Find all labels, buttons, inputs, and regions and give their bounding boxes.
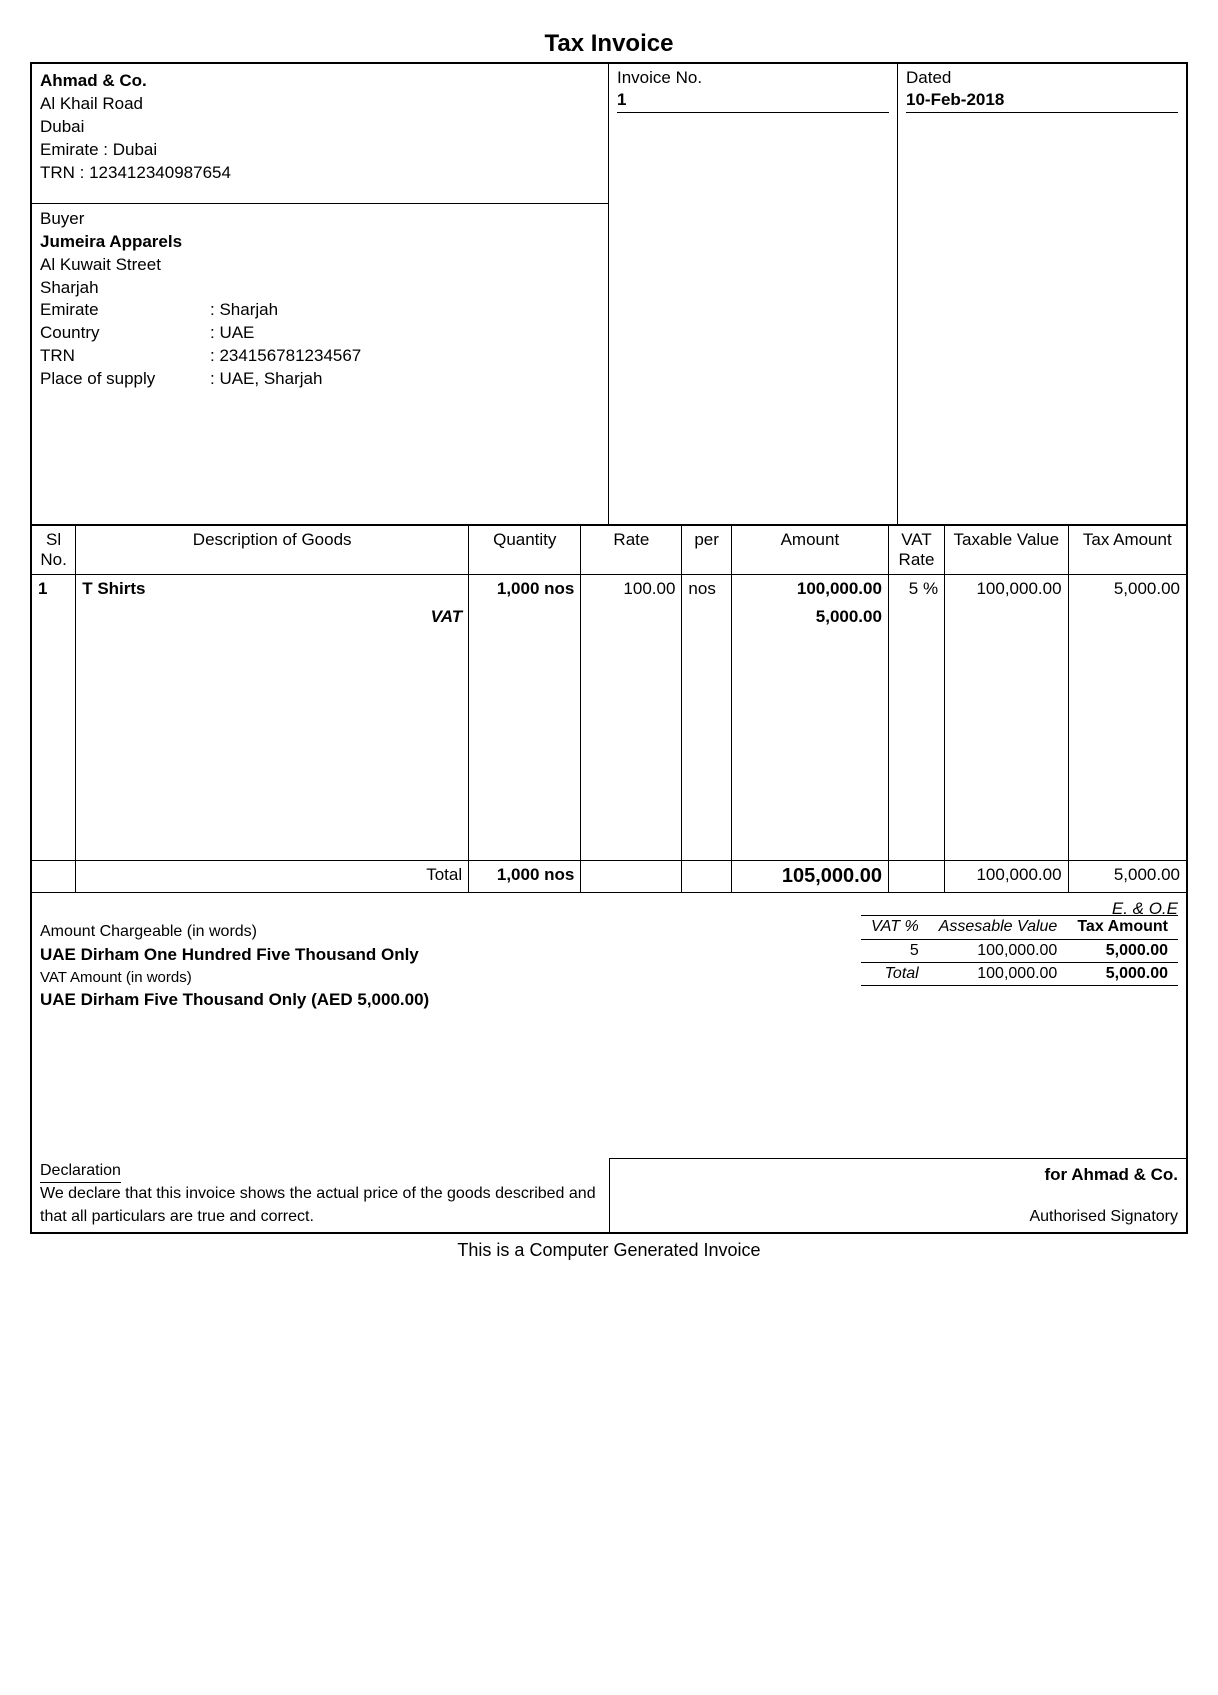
col-rate: Rate: [581, 525, 682, 575]
vat-sum-row-pct: 5: [861, 939, 929, 962]
buyer-block: Buyer Jumeira Apparels Al Kuwait Street …: [32, 204, 608, 524]
signatory-for: for Ahmad & Co.: [618, 1163, 1178, 1187]
vat-sum-h-tax: Tax Amount: [1067, 916, 1178, 939]
buyer-country-label: Country: [40, 322, 210, 345]
col-taxable-value: Taxable Value: [945, 525, 1068, 575]
buyer-emirate-label: Emirate: [40, 299, 210, 322]
col-desc: Description of Goods: [76, 525, 469, 575]
buyer-address1: Al Kuwait Street: [40, 254, 600, 277]
total-label: Total: [76, 861, 469, 893]
buyer-trn-value: : 234156781234567: [210, 345, 600, 368]
buyer-trn-label: TRN: [40, 345, 210, 368]
buyer-title: Buyer: [40, 208, 600, 231]
buyer-city: Sharjah: [40, 277, 600, 300]
buyer-pos-value: : UAE, Sharjah: [210, 368, 600, 391]
cell-tax-val: 100,000.00: [945, 574, 1068, 603]
declaration-text: We declare that this invoice shows the a…: [40, 1183, 601, 1228]
vat-words-value: UAE Dirham Five Thousand Only (AED 5,000…: [40, 988, 1178, 1012]
buyer-country-value: : UAE: [210, 322, 600, 345]
declaration-title: Declaration: [40, 1160, 121, 1183]
seller-address1: Al Khail Road: [40, 93, 600, 116]
vat-summary: VAT % Assesable Value Tax Amount 5 100,0…: [861, 915, 1178, 986]
vat-sum-total-tax: 5,000.00: [1067, 962, 1178, 985]
col-qty: Quantity: [469, 525, 581, 575]
invoice-box: Ahmad & Co. Al Khail Road Dubai Emirate …: [30, 62, 1188, 1234]
signatory-block: for Ahmad & Co. Authorised Signatory: [609, 1158, 1186, 1232]
cell-qty: 1,000 nos: [469, 574, 581, 603]
invoice-title: Tax Invoice: [30, 30, 1188, 58]
col-vat-rate: VAT Rate: [888, 525, 944, 575]
invoice-no-label: Invoice No.: [617, 68, 889, 88]
vat-sum-row-tax: 5,000.00: [1067, 939, 1178, 962]
total-qty: 1,000 nos: [469, 861, 581, 893]
col-tax-amount: Tax Amount: [1068, 525, 1186, 575]
vat-sum-total-label: Total: [861, 962, 929, 985]
col-per: per: [682, 525, 731, 575]
seller-block: Ahmad & Co. Al Khail Road Dubai Emirate …: [32, 64, 608, 204]
cell-sl: 1: [32, 574, 76, 603]
vat-row: VAT 5,000.00: [32, 603, 1186, 631]
table-row: 1 T Shirts 1,000 nos 100.00 nos 100,000.…: [32, 574, 1186, 603]
cell-desc: T Shirts: [76, 574, 469, 603]
col-sl: Sl No.: [32, 525, 76, 575]
spacer-row: [32, 631, 1186, 861]
cell-tax-amt: 5,000.00: [1068, 574, 1186, 603]
total-tax-amt: 5,000.00: [1068, 861, 1186, 893]
buyer-name: Jumeira Apparels: [40, 231, 600, 254]
cell-rate: 100.00: [581, 574, 682, 603]
seller-trn: TRN : 123412340987654: [40, 162, 600, 185]
cell-per: nos: [682, 574, 731, 603]
cell-vat-rate: 5 %: [888, 574, 944, 603]
declaration-block: Declaration We declare that this invoice…: [32, 1158, 609, 1232]
total-tax-val: 100,000.00: [945, 861, 1068, 893]
invoice-no-value: 1: [617, 88, 889, 113]
footer-note: This is a Computer Generated Invoice: [30, 1234, 1188, 1261]
items-table: Sl No. Description of Goods Quantity Rat…: [32, 524, 1186, 893]
seller-emirate: Emirate : Dubai: [40, 139, 600, 162]
vat-sum-h-val: Assesable Value: [929, 916, 1068, 939]
vat-sum-row-val: 100,000.00: [929, 939, 1068, 962]
vat-amount: 5,000.00: [731, 603, 888, 631]
vat-sum-total-val: 100,000.00: [929, 962, 1068, 985]
buyer-emirate-value: : Sharjah: [210, 299, 600, 322]
col-amount: Amount: [731, 525, 888, 575]
dated-label: Dated: [906, 68, 1178, 88]
cell-amount: 100,000.00: [731, 574, 888, 603]
seller-city: Dubai: [40, 116, 600, 139]
buyer-pos-label: Place of supply: [40, 368, 210, 391]
seller-name: Ahmad & Co.: [40, 70, 600, 93]
total-row: Total 1,000 nos 105,000.00 100,000.00 5,…: [32, 861, 1186, 893]
total-amount: 105,000.00: [731, 861, 888, 893]
dated-value: 10-Feb-2018: [906, 88, 1178, 113]
signatory-auth: Authorised Signatory: [618, 1206, 1178, 1228]
vat-label: VAT: [76, 603, 469, 631]
vat-sum-h-pct: VAT %: [861, 916, 929, 939]
